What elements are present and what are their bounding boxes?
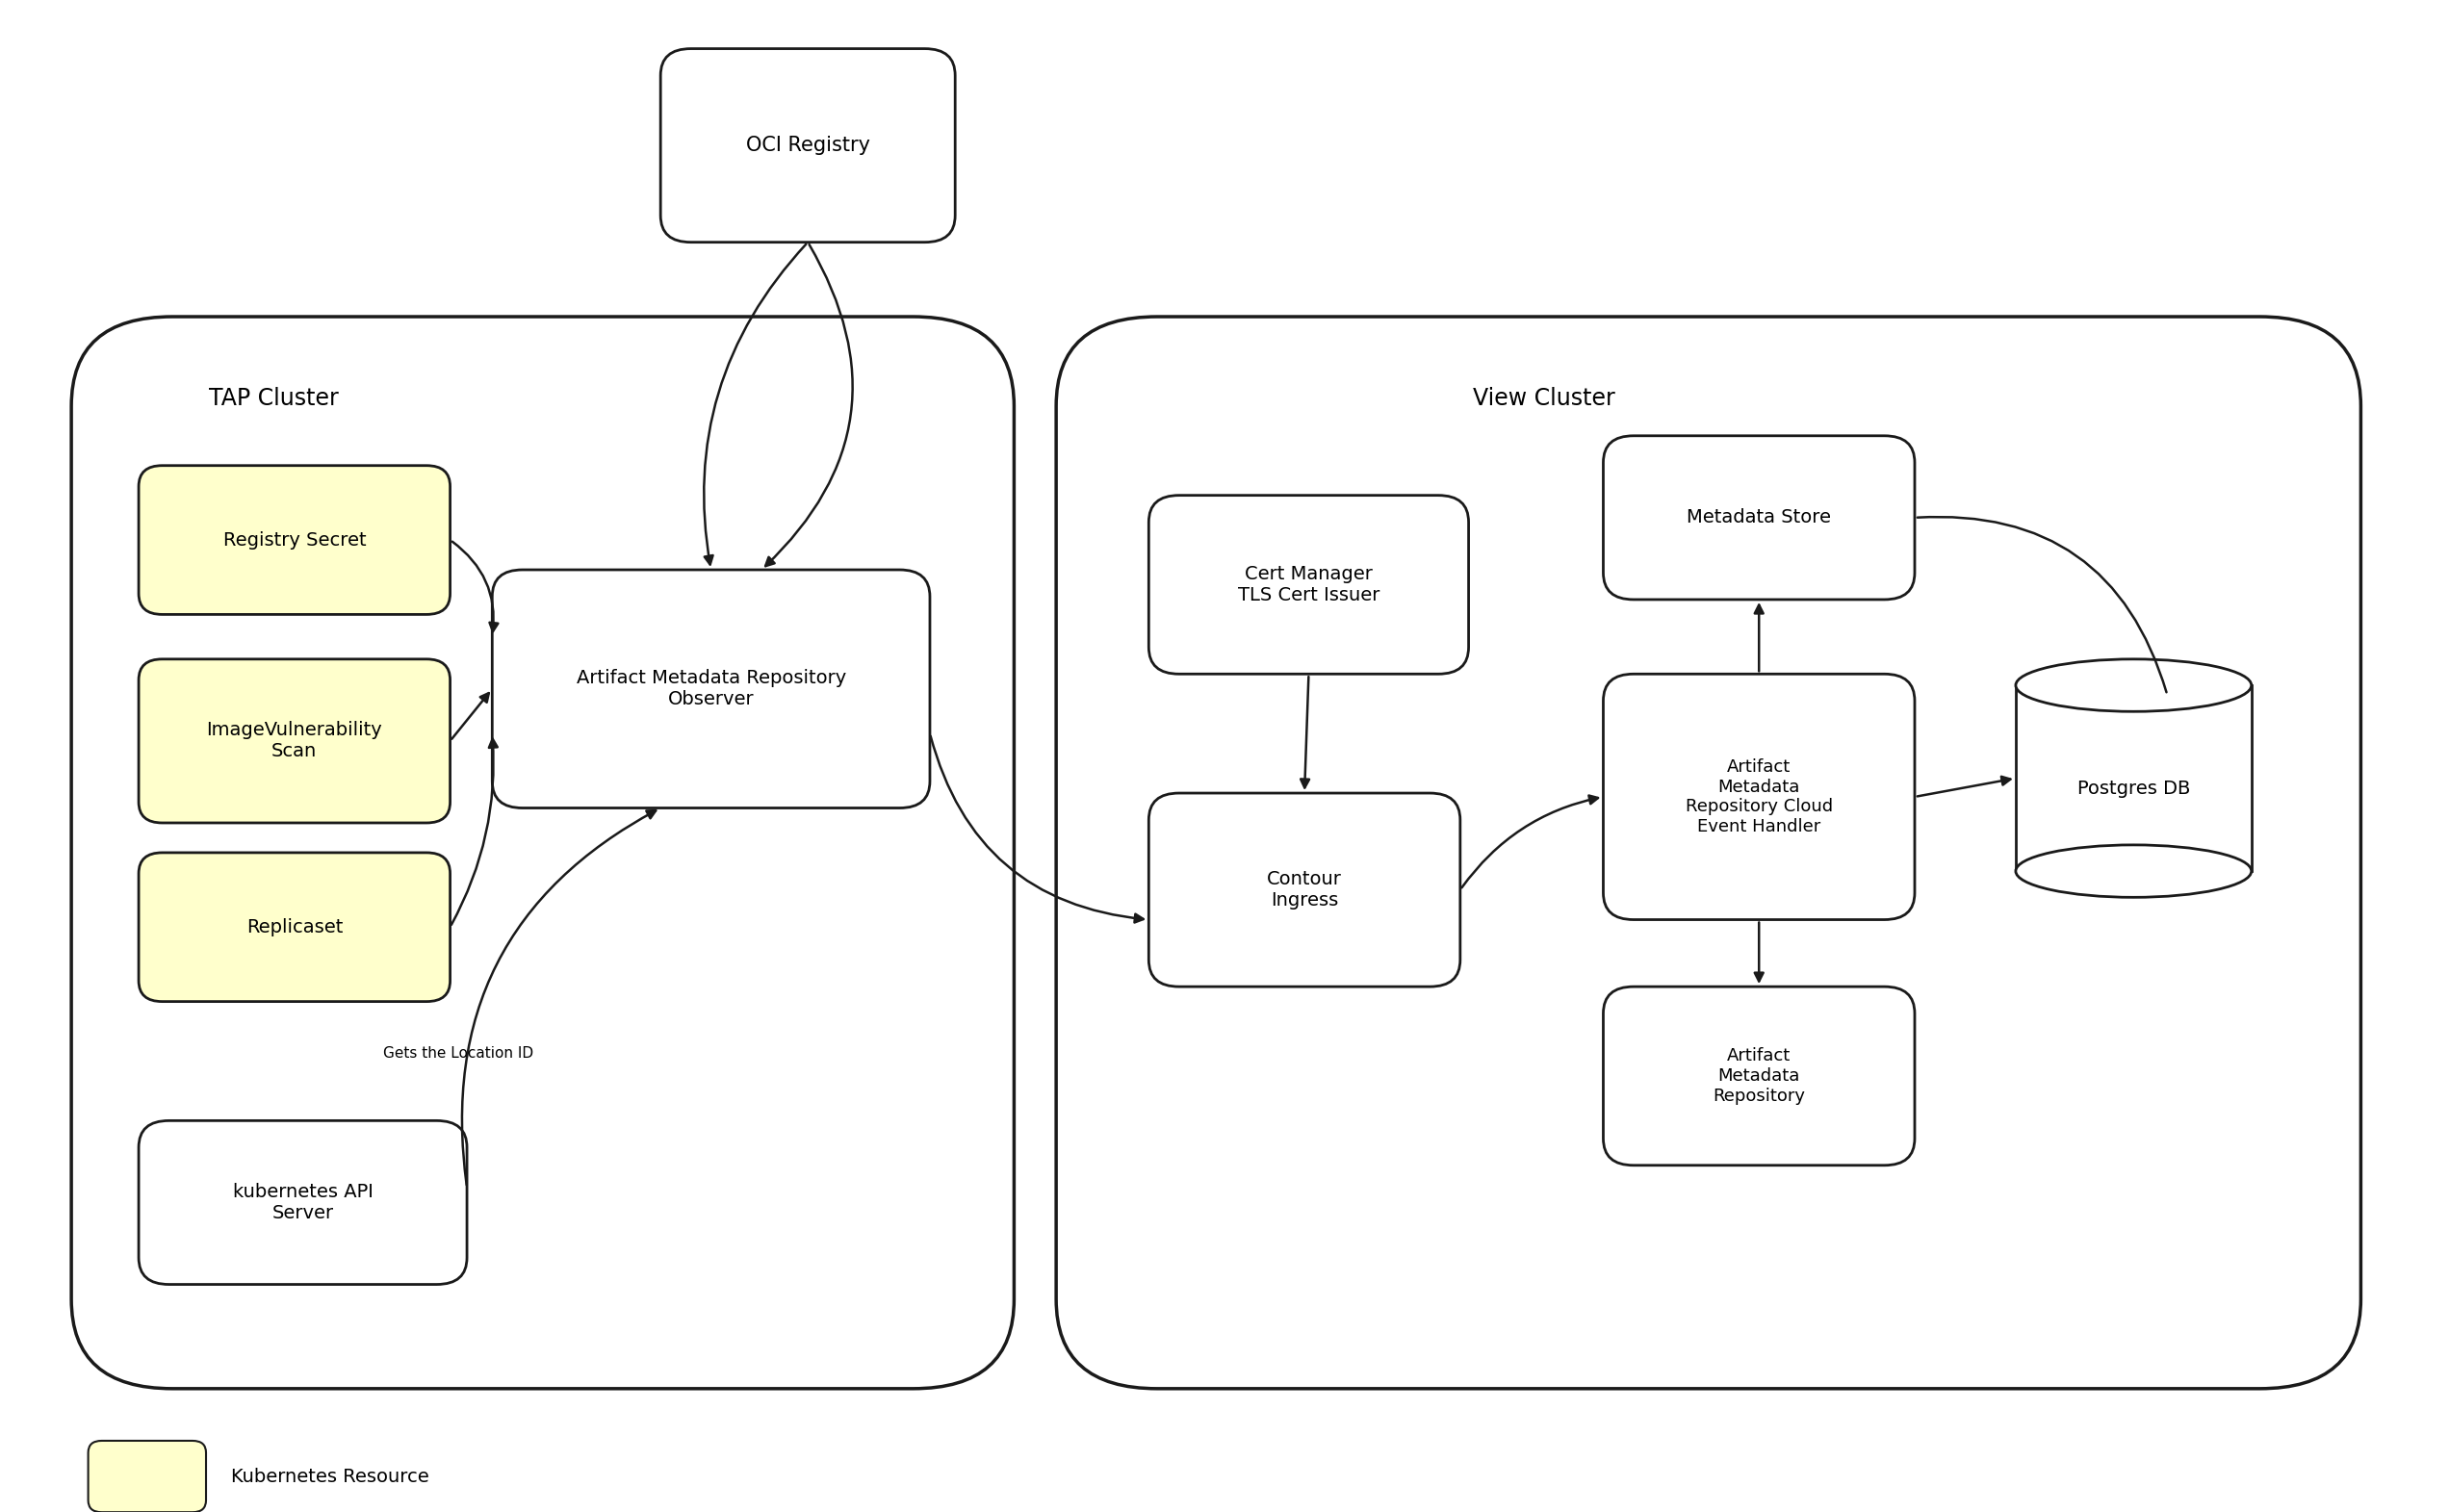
FancyBboxPatch shape <box>71 316 1014 1388</box>
FancyBboxPatch shape <box>140 1120 468 1284</box>
FancyBboxPatch shape <box>140 466 451 614</box>
Text: Gets the Location ID: Gets the Location ID <box>384 1046 534 1061</box>
Text: OCI Registry: OCI Registry <box>747 136 869 156</box>
FancyBboxPatch shape <box>492 570 931 807</box>
FancyBboxPatch shape <box>88 1441 206 1512</box>
FancyBboxPatch shape <box>661 48 955 242</box>
Text: Cert Manager
TLS Cert Issuer: Cert Manager TLS Cert Issuer <box>1237 565 1379 605</box>
FancyBboxPatch shape <box>1056 316 2361 1388</box>
FancyBboxPatch shape <box>140 659 451 823</box>
Text: Registry Secret: Registry Secret <box>223 531 365 549</box>
FancyBboxPatch shape <box>1604 987 1915 1166</box>
FancyBboxPatch shape <box>1604 674 1915 919</box>
FancyBboxPatch shape <box>2016 685 2251 871</box>
Text: Kubernetes Resource: Kubernetes Resource <box>230 1467 429 1486</box>
Ellipse shape <box>2016 659 2251 712</box>
FancyBboxPatch shape <box>1149 496 1469 674</box>
Text: TAP Cluster: TAP Cluster <box>208 387 338 410</box>
Text: Artifact
Metadata
Repository Cloud
Event Handler: Artifact Metadata Repository Cloud Event… <box>1685 758 1832 836</box>
FancyBboxPatch shape <box>1149 794 1460 987</box>
Text: Metadata Store: Metadata Store <box>1687 508 1832 526</box>
Text: Replicaset: Replicaset <box>245 918 343 936</box>
Text: ImageVulnerability
Scan: ImageVulnerability Scan <box>206 721 382 761</box>
FancyBboxPatch shape <box>140 853 451 1001</box>
Text: Postgres DB: Postgres DB <box>2077 780 2189 798</box>
Text: Artifact Metadata Repository
Observer: Artifact Metadata Repository Observer <box>576 670 845 709</box>
Text: kubernetes API
Server: kubernetes API Server <box>233 1182 372 1222</box>
Ellipse shape <box>2016 845 2251 897</box>
FancyBboxPatch shape <box>1604 435 1915 600</box>
Text: Artifact
Metadata
Repository: Artifact Metadata Repository <box>1712 1048 1805 1105</box>
Text: View Cluster: View Cluster <box>1474 387 1616 410</box>
Text: Contour
Ingress: Contour Ingress <box>1266 869 1342 910</box>
